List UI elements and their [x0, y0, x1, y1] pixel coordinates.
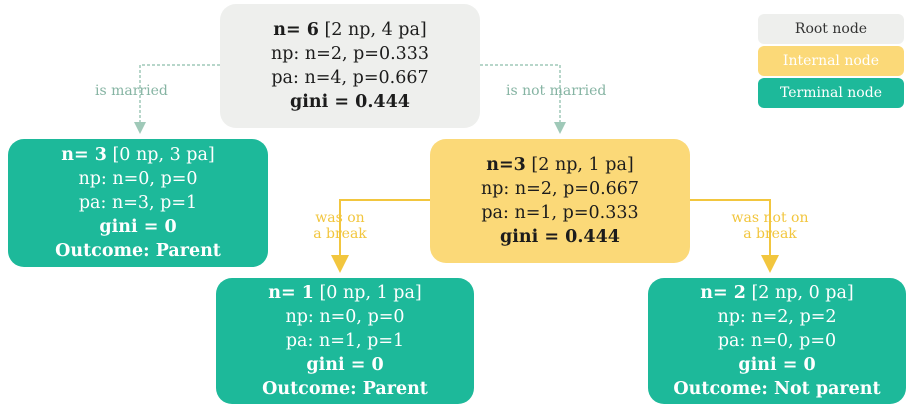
node-pa: pa: n=1, p=0.333 [481, 201, 638, 225]
node-np: np: n=2, p=2 [717, 305, 836, 329]
node-gini: gini = 0 [306, 353, 383, 377]
node-gini: gini = 0.444 [500, 225, 620, 249]
edge-label-line: a break [300, 226, 380, 242]
node-pa: pa: n=4, p=0.667 [271, 66, 428, 90]
legend-root-node: Root node [758, 14, 904, 44]
node-counts: [0 np, 3 pa] [112, 145, 214, 165]
node-gini: gini = 0 [99, 215, 176, 239]
edge-label-line: a break [720, 226, 820, 242]
node-counts: [2 np, 1 pa] [531, 155, 633, 175]
node-header: n= 2 [2 np, 0 pa] [700, 281, 854, 305]
node-n: n= 6 [273, 20, 319, 40]
edge-label-line: was on [300, 210, 380, 226]
node-np: np: n=0, p=0 [78, 167, 197, 191]
node-gini: gini = 0.444 [290, 90, 410, 114]
node-outcome: Outcome: Parent [262, 377, 428, 401]
node-np: np: n=0, p=0 [285, 305, 404, 329]
legend-terminal-node: Terminal node [758, 78, 904, 108]
terminal-node-bottom-right: n= 2 [2 np, 0 pa] np: n=2, p=2 pa: n=0, … [648, 278, 906, 404]
terminal-node-left: n= 3 [0 np, 3 pa] np: n=0, p=0 pa: n=3, … [8, 139, 268, 267]
edge-label-was-on-break: was on a break [300, 210, 380, 242]
node-n: n= 3 [61, 145, 107, 165]
terminal-node-bottom-left: n= 1 [0 np, 1 pa] np: n=0, p=0 pa: n=1, … [216, 278, 474, 404]
legend-internal-node: Internal node [758, 46, 904, 76]
node-header: n= 6 [2 np, 4 pa] [273, 18, 427, 42]
node-n: n=3 [486, 155, 526, 175]
edge-label-was-not-on-break: was not on a break [720, 210, 820, 242]
node-header: n=3 [2 np, 1 pa] [486, 153, 633, 177]
edge-label-is-married: is married [95, 83, 168, 99]
node-outcome: Outcome: Not parent [673, 377, 880, 401]
node-pa: pa: n=3, p=1 [79, 191, 197, 215]
node-n: n= 2 [700, 283, 746, 303]
internal-node: n=3 [2 np, 1 pa] np: n=2, p=0.667 pa: n=… [430, 139, 690, 263]
node-np: np: n=2, p=0.667 [481, 177, 639, 201]
node-counts: [2 np, 0 pa] [751, 283, 853, 303]
edge-label-is-not-married: is not married [506, 83, 606, 99]
root-node: n= 6 [2 np, 4 pa] np: n=2, p=0.333 pa: n… [220, 4, 480, 128]
node-np: np: n=2, p=0.333 [271, 42, 429, 66]
node-header: n= 1 [0 np, 1 pa] [268, 281, 422, 305]
node-header: n= 3 [0 np, 3 pa] [61, 143, 215, 167]
edge-label-line: was not on [720, 210, 820, 226]
node-outcome: Outcome: Parent [55, 239, 221, 263]
node-n: n= 1 [268, 283, 314, 303]
node-counts: [0 np, 1 pa] [319, 283, 421, 303]
node-pa: pa: n=0, p=0 [718, 329, 836, 353]
node-pa: pa: n=1, p=1 [286, 329, 404, 353]
node-counts: [2 np, 4 pa] [324, 20, 426, 40]
node-gini: gini = 0 [738, 353, 815, 377]
